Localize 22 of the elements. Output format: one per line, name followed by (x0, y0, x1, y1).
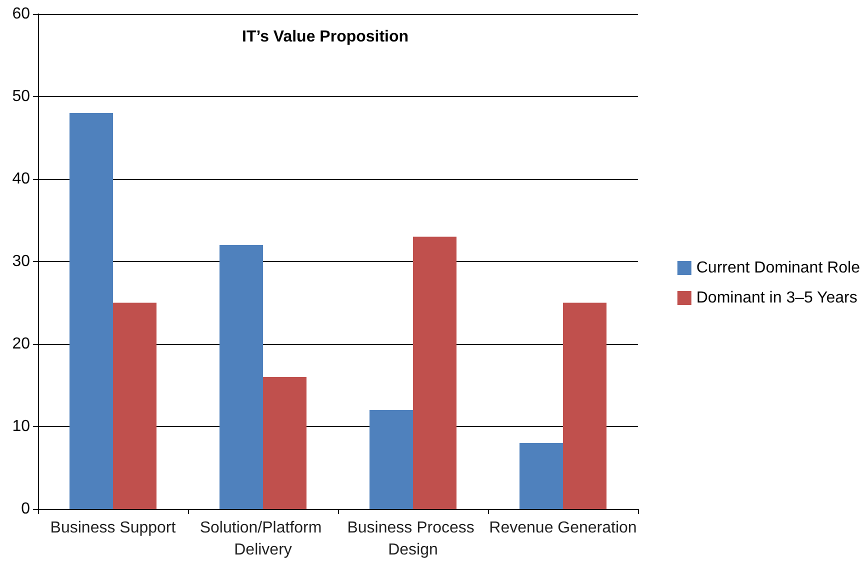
x-tick-label: Business Support (50, 520, 176, 536)
bar (70, 113, 113, 509)
y-tick-label: 40 (12, 170, 30, 188)
legend-label: Dominant in 3–5 Years (696, 290, 858, 306)
y-tick-label: 10 (12, 418, 30, 435)
bar (563, 302, 606, 509)
text: IT’s Value Proposition (242, 28, 409, 46)
bar (413, 236, 456, 509)
y-tick-label: 50 (12, 88, 30, 105)
y-tick-label: 20 (12, 336, 30, 352)
y-tick-label: 30 (12, 253, 30, 270)
y-tick-label: 60 (12, 6, 30, 22)
bar (370, 410, 413, 509)
x-tick-label: Revenue Generation (489, 520, 637, 536)
x-tick-label: Business Process Design (347, 520, 479, 558)
bar (520, 443, 563, 509)
bar (263, 377, 306, 509)
bar (220, 245, 263, 509)
y-tick-label: 0 (21, 500, 30, 518)
x-tick-label: Solution/Platform Delivery (200, 520, 326, 558)
legend-label: Current Dominant Role (696, 260, 860, 276)
bar (113, 302, 156, 509)
